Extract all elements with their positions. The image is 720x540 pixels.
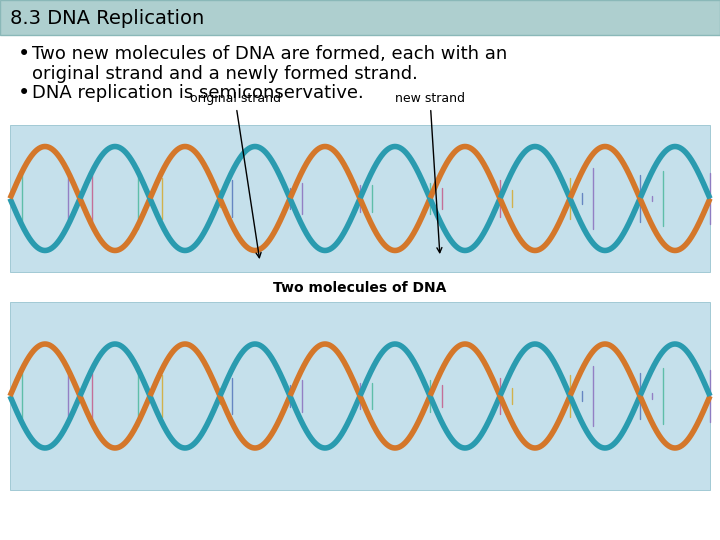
Text: Two new molecules of DNA are formed, each with an: Two new molecules of DNA are formed, eac… [32, 45, 508, 63]
Text: 8.3 DNA Replication: 8.3 DNA Replication [10, 9, 204, 28]
Text: original strand: original strand [189, 92, 281, 258]
Text: new strand: new strand [395, 92, 465, 253]
Bar [10, 302, 710, 490]
Text: Two molecules of DNA: Two molecules of DNA [274, 281, 446, 295]
Bar [10, 125, 710, 272]
Text: DNA replication is semiconservative.: DNA replication is semiconservative. [32, 84, 364, 102]
Text: •: • [18, 83, 30, 103]
Text: •: • [18, 44, 30, 64]
Bar [0, 0, 720, 35]
Text: original strand and a newly formed strand.: original strand and a newly formed stran… [32, 65, 418, 83]
